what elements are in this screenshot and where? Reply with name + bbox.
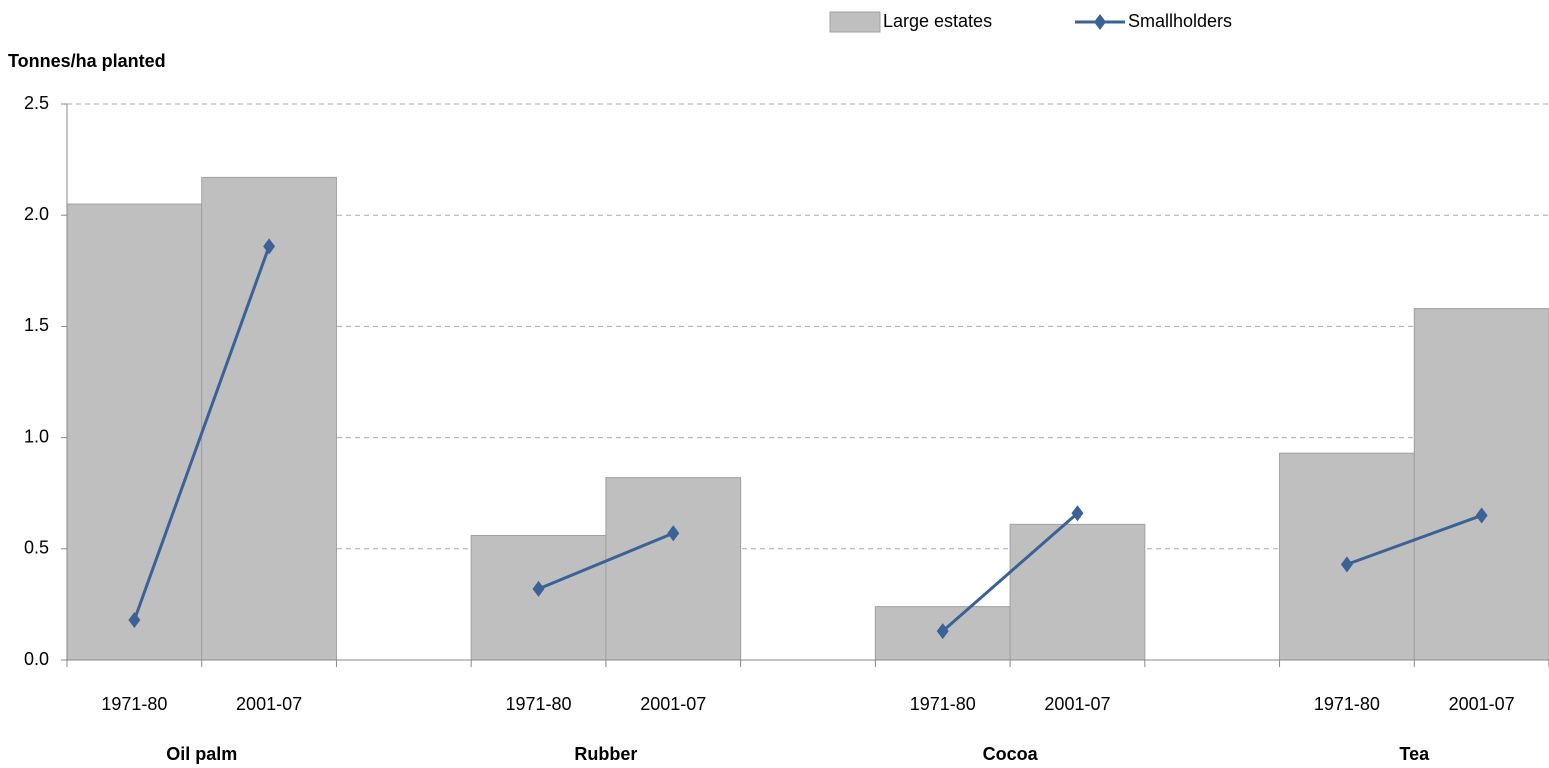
bar [470, 534, 607, 661]
bar [66, 203, 203, 661]
y-tick-label: 0.5 [24, 538, 49, 558]
x-tick-label: 1971-80 [506, 694, 572, 714]
marker [1340, 556, 1353, 573]
x-tick-label: 1971-80 [101, 694, 167, 714]
x-tick-label: 2001-07 [236, 694, 302, 714]
x-tick-label: 1971-80 [1314, 694, 1380, 714]
y-tick-label: 2.0 [24, 204, 49, 224]
x-tick-label: 2001-07 [640, 694, 706, 714]
marker [1475, 507, 1488, 524]
legend-label: Large estates [883, 11, 992, 31]
marker [532, 580, 545, 597]
line [132, 245, 1483, 633]
group-label: Tea [1399, 744, 1430, 764]
legend-marker [1094, 14, 1106, 30]
marker [667, 525, 680, 542]
marker [263, 238, 276, 255]
group-label: Rubber [574, 744, 637, 764]
bar [1413, 308, 1549, 661]
legend-label: Smallholders [1128, 11, 1232, 31]
group-label: Cocoa [983, 744, 1039, 764]
group-label: Oil palm [166, 744, 237, 764]
x-tick-label: 2001-07 [1044, 694, 1110, 714]
y-tick-label: 2.5 [24, 93, 49, 113]
bar [1279, 452, 1415, 661]
legend-swatch [829, 11, 881, 33]
y-tick-label: 1.0 [24, 426, 49, 446]
marker [128, 611, 141, 628]
bar [605, 477, 742, 661]
y-tick-label: 1.5 [24, 315, 49, 335]
marker [936, 623, 949, 640]
y-axis-label: Tonnes/ha planted [8, 51, 166, 71]
x-tick-label: 2001-07 [1449, 694, 1515, 714]
bar [201, 176, 337, 661]
x-tick-label: 1971-80 [910, 694, 976, 714]
y-tick-label: 0.0 [24, 649, 49, 669]
bar [1009, 523, 1146, 661]
marker [1071, 505, 1084, 522]
